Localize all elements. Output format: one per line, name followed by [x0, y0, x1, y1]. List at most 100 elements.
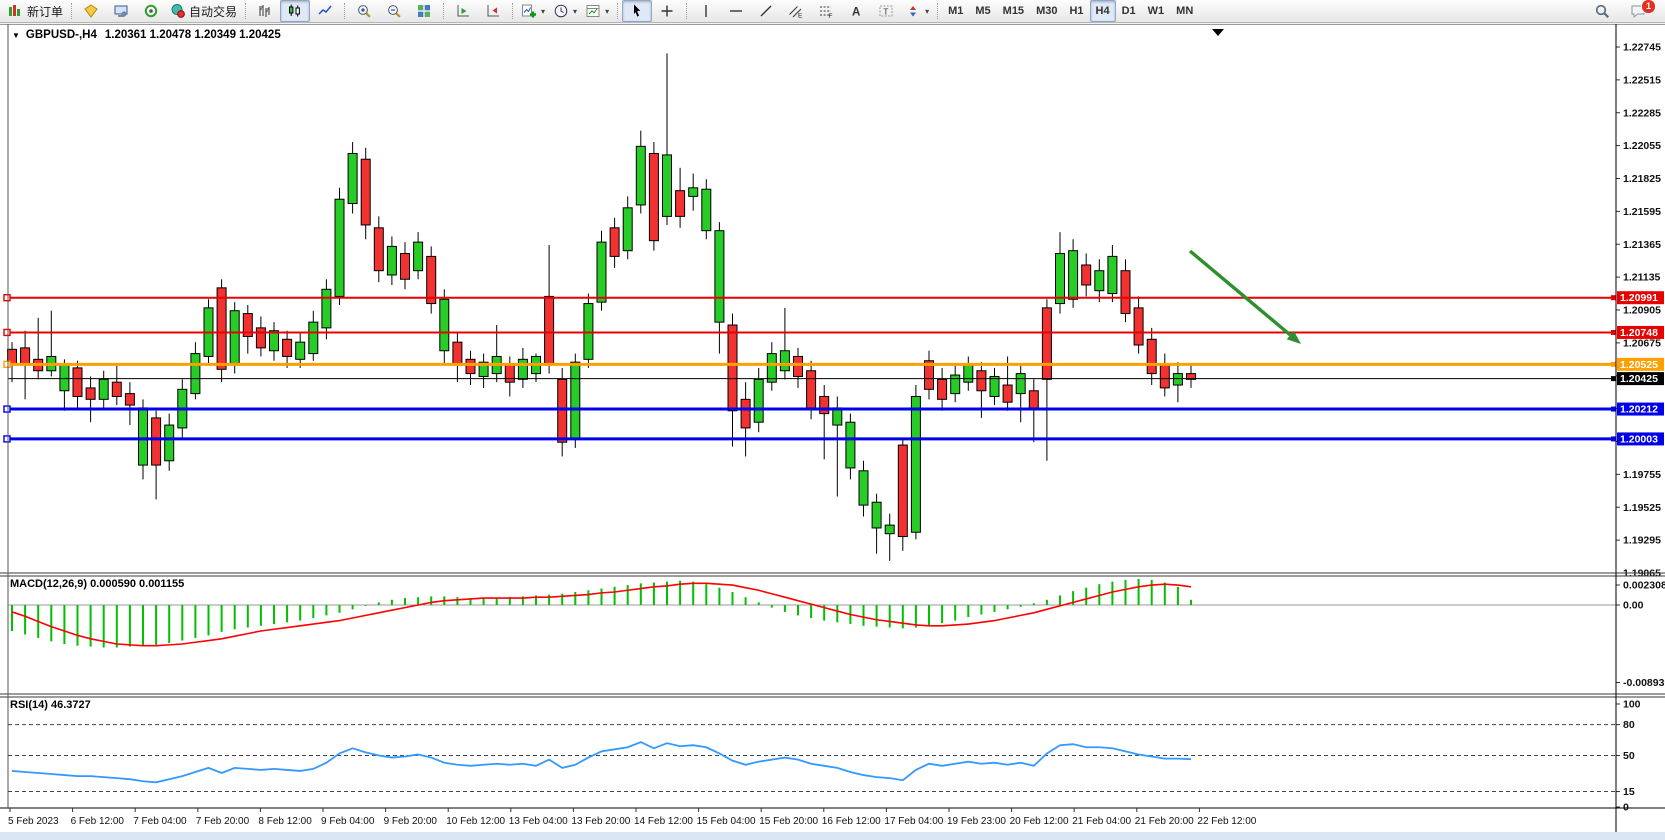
auto-scroll-button[interactable] — [448, 0, 478, 22]
chevron-down-icon[interactable]: ▾ — [605, 6, 610, 16]
new-order-button[interactable]: 新订单 — [4, 0, 67, 22]
cursor-button[interactable] — [622, 0, 653, 22]
macd-axis-label: -0.008939 — [1623, 677, 1665, 689]
price-tick-label: 1.20905 — [1623, 305, 1661, 317]
periods-button[interactable]: ▾ — [549, 0, 581, 22]
candlestick-mode-button[interactable] — [280, 0, 311, 22]
time-tick-label: 9 Feb 04:00 — [321, 816, 375, 827]
horizontal-line-object[interactable] — [3, 294, 1616, 302]
line-anchor-handle[interactable] — [3, 360, 11, 369]
candles-icon — [289, 4, 300, 17]
templates-button[interactable]: ▾ — [581, 0, 613, 22]
order-chart-icon — [9, 5, 20, 16]
candle — [413, 232, 424, 280]
candle — [255, 316, 266, 357]
rsi-axis-label: 15 — [1623, 786, 1635, 798]
text-label-button[interactable]: T — [871, 0, 901, 22]
horizontal-line-object[interactable] — [3, 435, 1616, 443]
line-anchor-handle[interactable] — [3, 435, 11, 443]
add-indicator-icon — [522, 4, 537, 18]
candle — [924, 350, 934, 400]
timeframe-M15-button[interactable]: M15 — [1002, 5, 1025, 17]
zoom-in-button[interactable] — [349, 0, 379, 22]
line-anchor-handle[interactable] — [3, 294, 11, 302]
price-level-badge: 1.20525 — [1611, 357, 1664, 371]
auto-trading-button[interactable]: 自动交易 — [166, 0, 241, 22]
bid-price-badge: 1.20425 — [1611, 372, 1664, 386]
fibo-icon: F — [820, 6, 833, 19]
chart-shift-button[interactable] — [478, 0, 508, 22]
bar-chart-mode-button[interactable] — [250, 0, 280, 22]
symbol-timeframe: GBPUSD-,H4 — [25, 29, 97, 41]
text-button[interactable]: A — [841, 0, 871, 22]
line-anchor-handle[interactable] — [3, 405, 11, 413]
gem-icon — [84, 4, 98, 18]
new-order-label: 新订单 — [27, 4, 64, 19]
time-tick-label: 21 Feb 20:00 — [1135, 816, 1194, 827]
new-chart-button[interactable] — [76, 0, 106, 22]
timeframe-M30-button[interactable]: M30 — [1036, 5, 1058, 17]
chevron-down-icon[interactable]: ▾ — [573, 6, 578, 16]
magnifier-icon — [1595, 4, 1610, 19]
line-anchor-handle[interactable] — [3, 328, 11, 337]
candle — [1081, 253, 1092, 297]
arrows-button[interactable]: ▾ — [901, 0, 933, 22]
timeframe-H1-button[interactable]: H1 — [1069, 5, 1084, 17]
price-tick-label: 1.21825 — [1623, 173, 1661, 185]
horizontal-line-object[interactable] — [3, 405, 1616, 413]
horizontal-line-object[interactable] — [3, 328, 1616, 337]
text-a-icon: A — [852, 7, 860, 19]
candle — [72, 360, 83, 408]
candle — [766, 342, 777, 391]
fibonacci-button[interactable]: F — [811, 0, 841, 22]
toolbar-right: 1 — [1587, 0, 1661, 22]
chevron-down-icon[interactable]: ▾ — [541, 6, 546, 16]
candle — [609, 217, 620, 268]
line-chart-mode-button[interactable] — [310, 0, 340, 22]
collapse-arrow-icon[interactable]: ▼ — [12, 30, 20, 40]
market-watch-button[interactable] — [106, 0, 136, 22]
candle — [439, 289, 450, 366]
price-tick-label: 1.19525 — [1623, 502, 1661, 514]
price-tick-label: 1.21595 — [1623, 206, 1661, 218]
timeframe-MN-button[interactable]: MN — [1176, 5, 1194, 17]
timeframe-M1-button[interactable]: M1 — [948, 5, 964, 17]
trend-line-button[interactable] — [751, 0, 781, 22]
search-button[interactable] — [1587, 0, 1617, 22]
timeframe-M5-button[interactable]: M5 — [975, 5, 991, 17]
notifications-button[interactable]: 1 — [1623, 0, 1656, 22]
timeframe-W1-button[interactable]: W1 — [1147, 5, 1165, 17]
time-tick-label: 17 Feb 04:00 — [884, 816, 943, 827]
candle — [596, 230, 607, 311]
horizontal-line-object[interactable] — [3, 360, 1616, 369]
arrow-annotation[interactable] — [1188, 249, 1301, 344]
candle — [269, 322, 279, 361]
vertical-line-button[interactable] — [691, 0, 721, 22]
equidistant-channel-button[interactable]: E — [781, 0, 811, 22]
macd-panel: 0.002308 0.00 -0.008939 — [8, 579, 1665, 689]
zoom-out-button[interactable] — [379, 0, 409, 22]
time-tick-label: 5 Feb 2023 — [8, 816, 59, 827]
chevron-down-icon[interactable]: ▾ — [925, 6, 930, 16]
candle — [858, 460, 869, 517]
time-tick-label: 14 Feb 12:00 — [634, 816, 693, 827]
tiles-icon — [418, 5, 431, 17]
tile-windows-button[interactable] — [409, 0, 439, 22]
time-tick-label: 15 Feb 04:00 — [697, 816, 756, 827]
bottom-strip — [0, 832, 1665, 840]
candle — [308, 310, 319, 361]
timeframe-H4-button[interactable]: H4 — [1089, 0, 1116, 22]
navigator-button[interactable] — [136, 0, 166, 22]
candle — [1186, 365, 1196, 388]
crosshair-button[interactable] — [652, 0, 682, 22]
horizontal-line-button[interactable] — [721, 0, 751, 22]
price-level-badge: 1.20991 — [1611, 291, 1664, 305]
timeframe-D1-button[interactable]: D1 — [1121, 5, 1136, 17]
zoom-in-icon — [358, 5, 371, 18]
toolbar-separator — [344, 3, 346, 19]
svg-text:1.20425: 1.20425 — [1620, 373, 1658, 385]
time-tick-label: 15 Feb 20:00 — [759, 816, 818, 827]
chart-shift-marker[interactable] — [1212, 29, 1224, 36]
indicators-button[interactable]: ▾ — [517, 0, 549, 22]
